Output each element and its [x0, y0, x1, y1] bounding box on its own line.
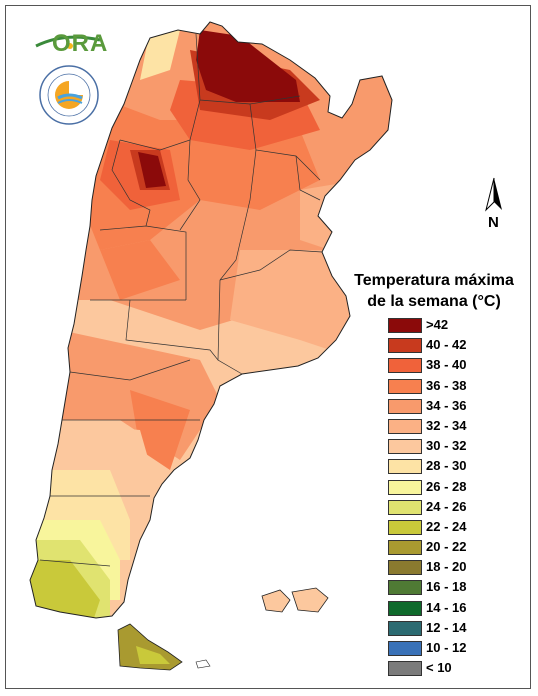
tierra-del-fuego: [117, 623, 211, 671]
legend-swatch: [388, 641, 422, 656]
legend-label: >42: [426, 317, 449, 332]
ora-logo: ORA: [34, 26, 109, 62]
legend-swatch: [388, 620, 422, 636]
legend-label: 30 - 32: [426, 438, 467, 454]
legend-swatch: [388, 519, 422, 535]
ora-text: ORA: [52, 30, 109, 57]
legend-title-line1: Temperatura máxima: [354, 272, 514, 289]
malvinas-islands: [261, 587, 329, 613]
legend-label: 20 - 22: [426, 539, 467, 555]
north-arrow-icon: [485, 177, 502, 212]
legend-label: 28 - 30: [426, 458, 467, 474]
legend-swatch: [388, 418, 422, 434]
legend-swatch: [388, 580, 422, 596]
legend-label: 10 - 12: [426, 640, 467, 655]
north-label: N: [488, 214, 499, 231]
country-outline: [29, 21, 393, 619]
legend-swatch: [388, 479, 422, 495]
legend-swatch: [388, 459, 422, 475]
legend-swatch: [388, 560, 422, 576]
legend-swatch: [388, 540, 422, 556]
province-boundaries: [39, 33, 323, 567]
legend-label: 32 - 34: [426, 417, 467, 433]
legend-label: 16 - 18: [426, 579, 467, 595]
legend-label: 14 - 16: [426, 599, 467, 615]
legend-swatch: [388, 398, 422, 414]
legend-label: 22 - 24: [426, 518, 467, 534]
legend-label: < 10: [426, 660, 452, 676]
map-frame: [5, 5, 531, 689]
legend-label: 24 - 26: [426, 498, 467, 514]
legend-swatch: [388, 661, 422, 677]
legend-label: 38 - 40: [426, 357, 467, 373]
smn-logo: [38, 64, 100, 126]
legend-title: Temperatura máxima de la semana (°C): [336, 270, 532, 312]
ora-swoosh-icon: [35, 35, 101, 49]
legend-label: 40 - 42: [426, 337, 467, 353]
north-arrow: N: [482, 176, 510, 232]
legend-label: 34 - 36: [426, 397, 467, 413]
legend-swatch: [388, 338, 422, 354]
legend-swatch: [388, 358, 422, 374]
legend-swatch: [388, 499, 422, 515]
legend-label: 18 - 20: [426, 559, 467, 575]
legend-label: 26 - 28: [426, 478, 467, 494]
legend-label: 36 - 38: [426, 377, 467, 393]
legend-swatch: [388, 318, 422, 333]
legend-swatch: [388, 439, 422, 455]
legend-swatch: [388, 378, 422, 394]
legend-swatch: [388, 600, 422, 616]
legend-label: 12 - 14: [426, 619, 467, 635]
legend-title-line2: de la semana (°C): [367, 293, 501, 310]
smn-seal-icon: [39, 65, 99, 125]
